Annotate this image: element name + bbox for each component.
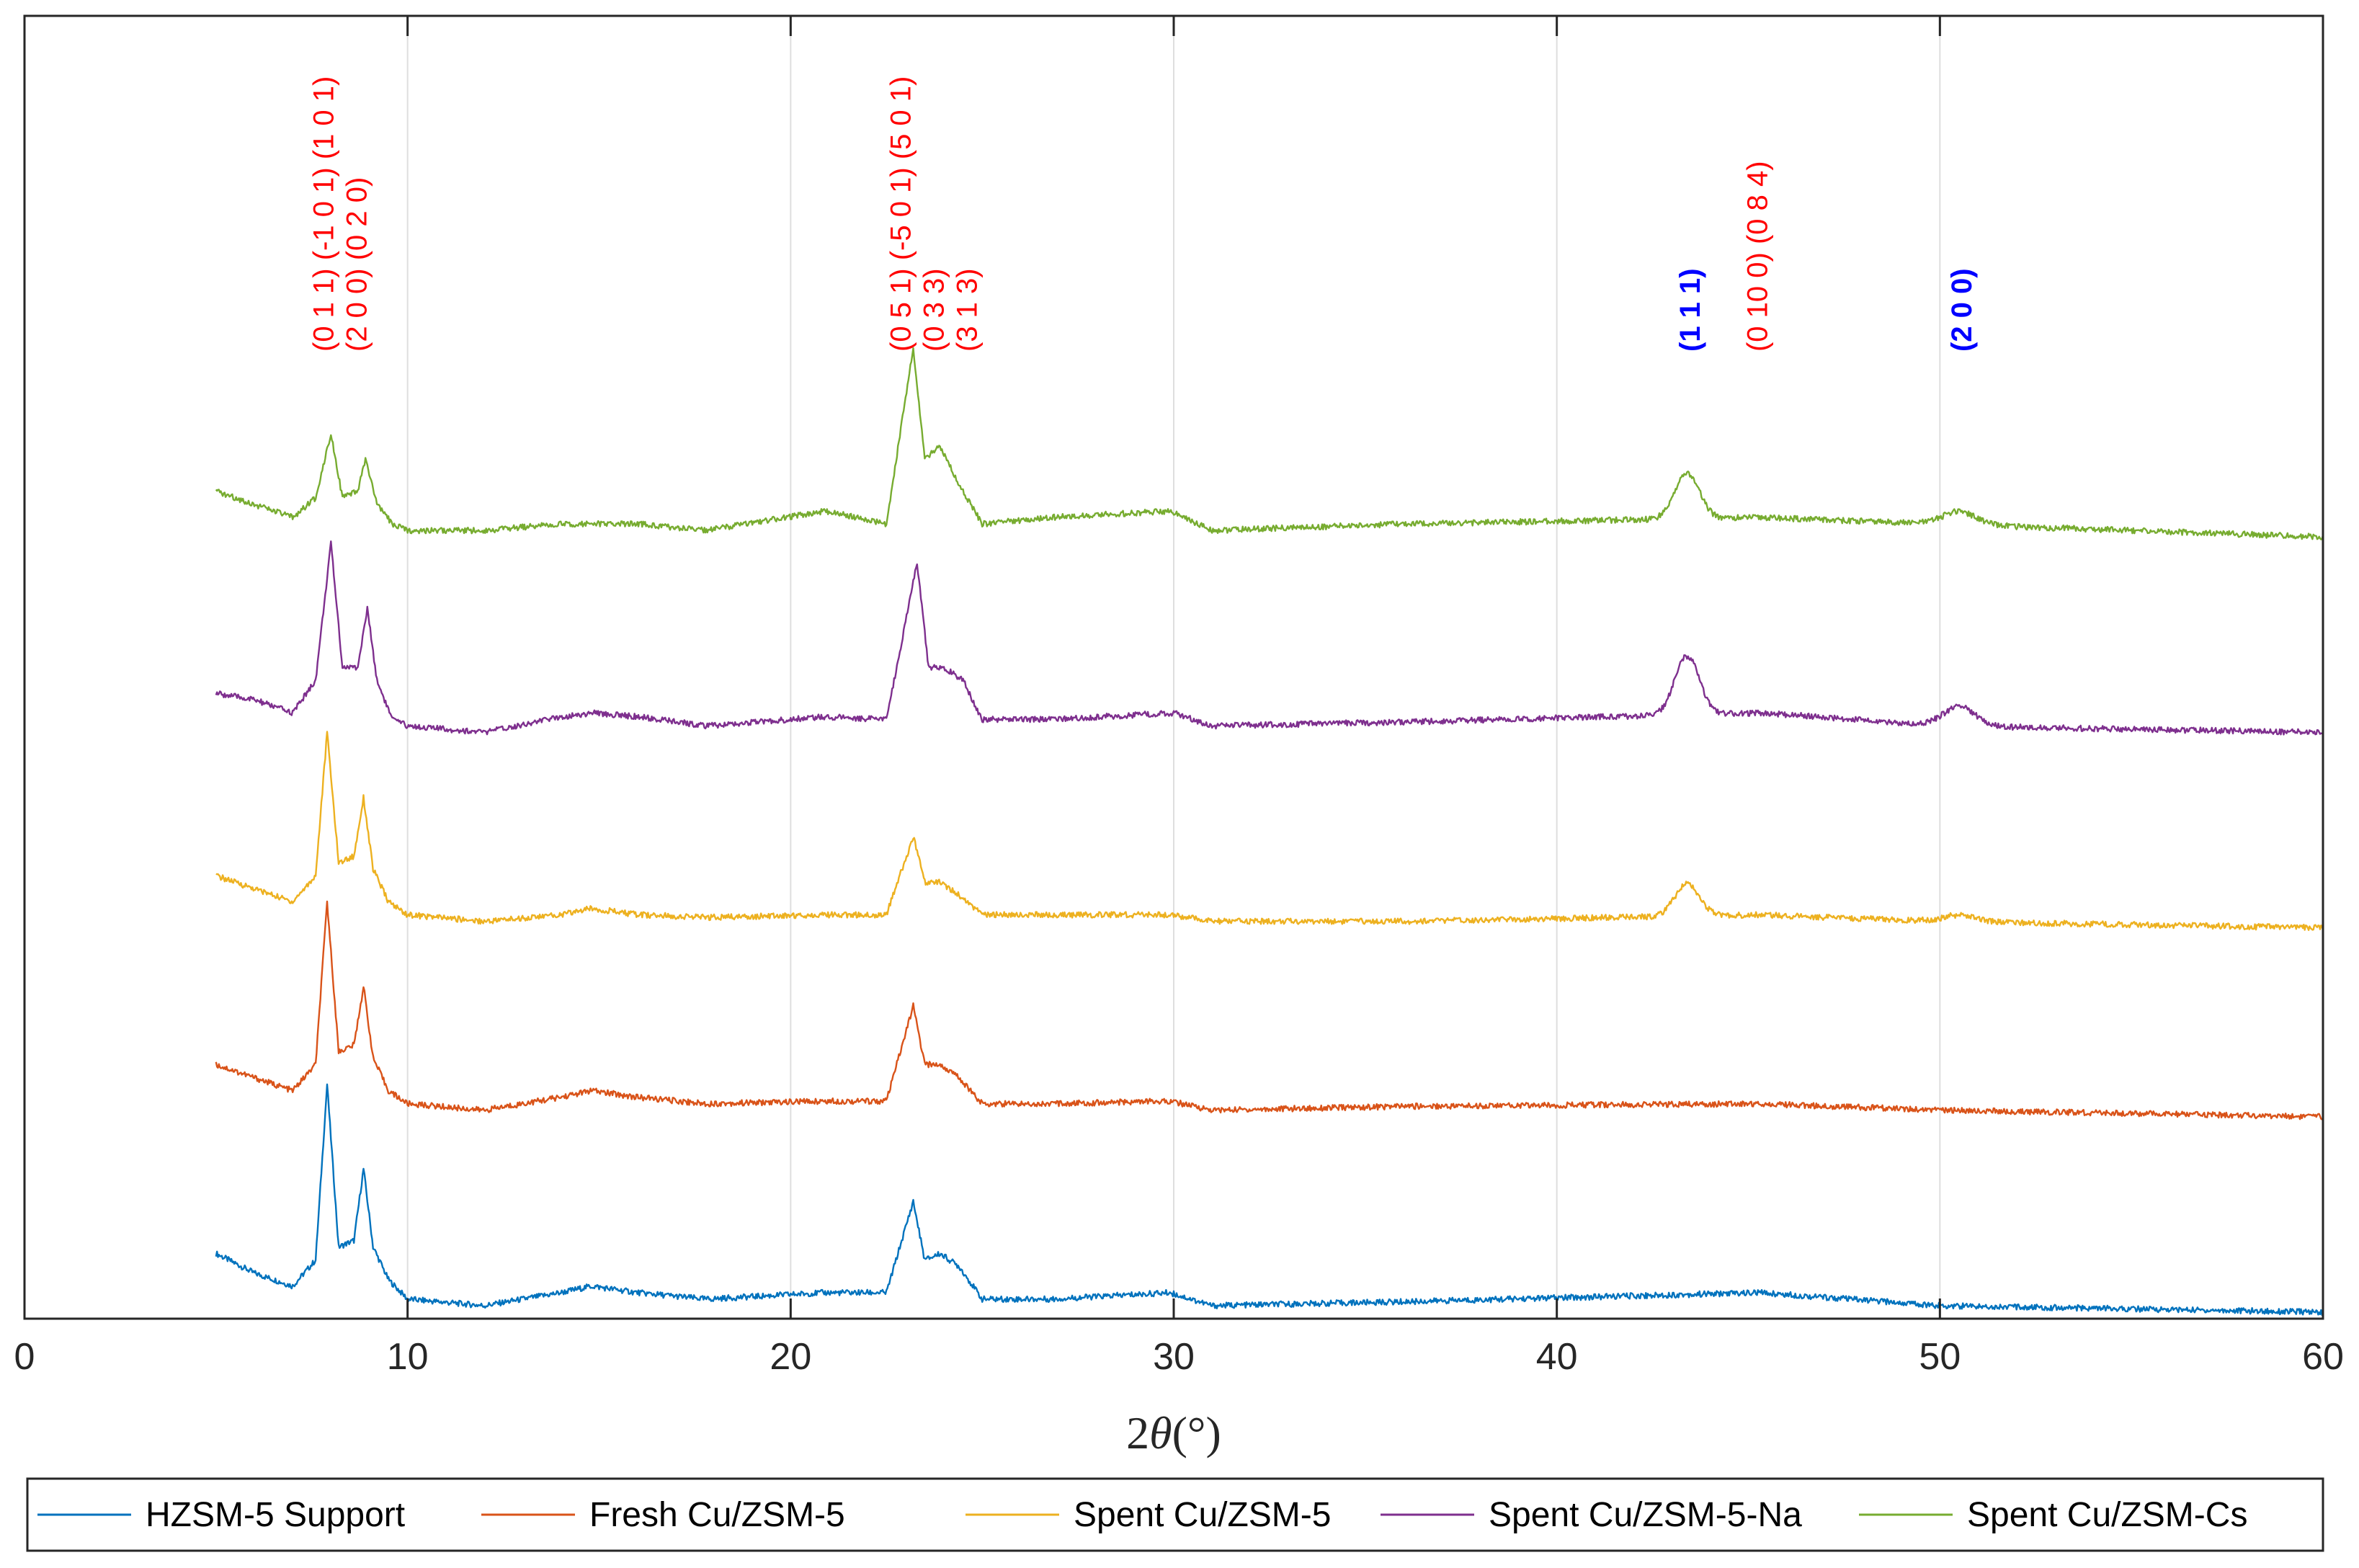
hkl-label: (0 10 0) (0 8 4) <box>1742 161 1773 352</box>
legend-label: Spent Cu/ZSM-5 <box>1074 1496 1331 1534</box>
x-tick-label: 20 <box>770 1336 811 1378</box>
series-line <box>215 1083 2324 1317</box>
x-tick-label: 60 <box>2302 1336 2344 1378</box>
series-layer <box>215 347 2324 1317</box>
x-ticks: 0 10 20 30 40 50 60 <box>14 16 2344 1378</box>
hkl-label: (0 1 1) (-1 0 1) (1 0 1) <box>308 76 339 352</box>
series-line <box>215 347 2324 540</box>
legend-label: Fresh Cu/ZSM-5 <box>589 1496 845 1534</box>
hkl-label: (2 0 0) (0 2 0) <box>341 177 373 352</box>
x-tick-label: 10 <box>387 1336 429 1378</box>
x-tick-label: 30 <box>1153 1336 1195 1378</box>
hkl-annotations: (0 1 1) (-1 0 1) (1 0 1) (2 0 0) (0 2 0) (… <box>308 76 1978 352</box>
legend-label: Spent Cu/ZSM-5-Na <box>1489 1496 1802 1534</box>
series-line <box>215 731 2324 931</box>
series-line <box>215 900 2324 1121</box>
legend-label: Spent Cu/ZSM-Cs <box>1967 1496 2247 1534</box>
series-line <box>215 540 2324 736</box>
x-tick-label: 50 <box>1919 1336 1961 1378</box>
legend: HZSM-5 Support Fresh Cu/ZSM-5 Spent Cu/ZSM… <box>26 1477 2324 1552</box>
legend-label: HZSM-5 Support <box>146 1496 405 1534</box>
x-tick-label: 40 <box>1536 1336 1578 1378</box>
hkl-label: (0 5 1) (-5 0 1) (5 0 1) <box>885 76 917 352</box>
hkl-label: (1 1 1) <box>1675 268 1706 352</box>
x-axis-label: 2θ(°) <box>1126 1407 1221 1458</box>
hkl-label: (2 0 0) <box>1946 268 1978 352</box>
hkl-label: (3 1 3) <box>951 268 983 352</box>
x-tick-label: 0 <box>14 1336 35 1378</box>
hkl-label: (0 3 3) <box>918 268 950 352</box>
